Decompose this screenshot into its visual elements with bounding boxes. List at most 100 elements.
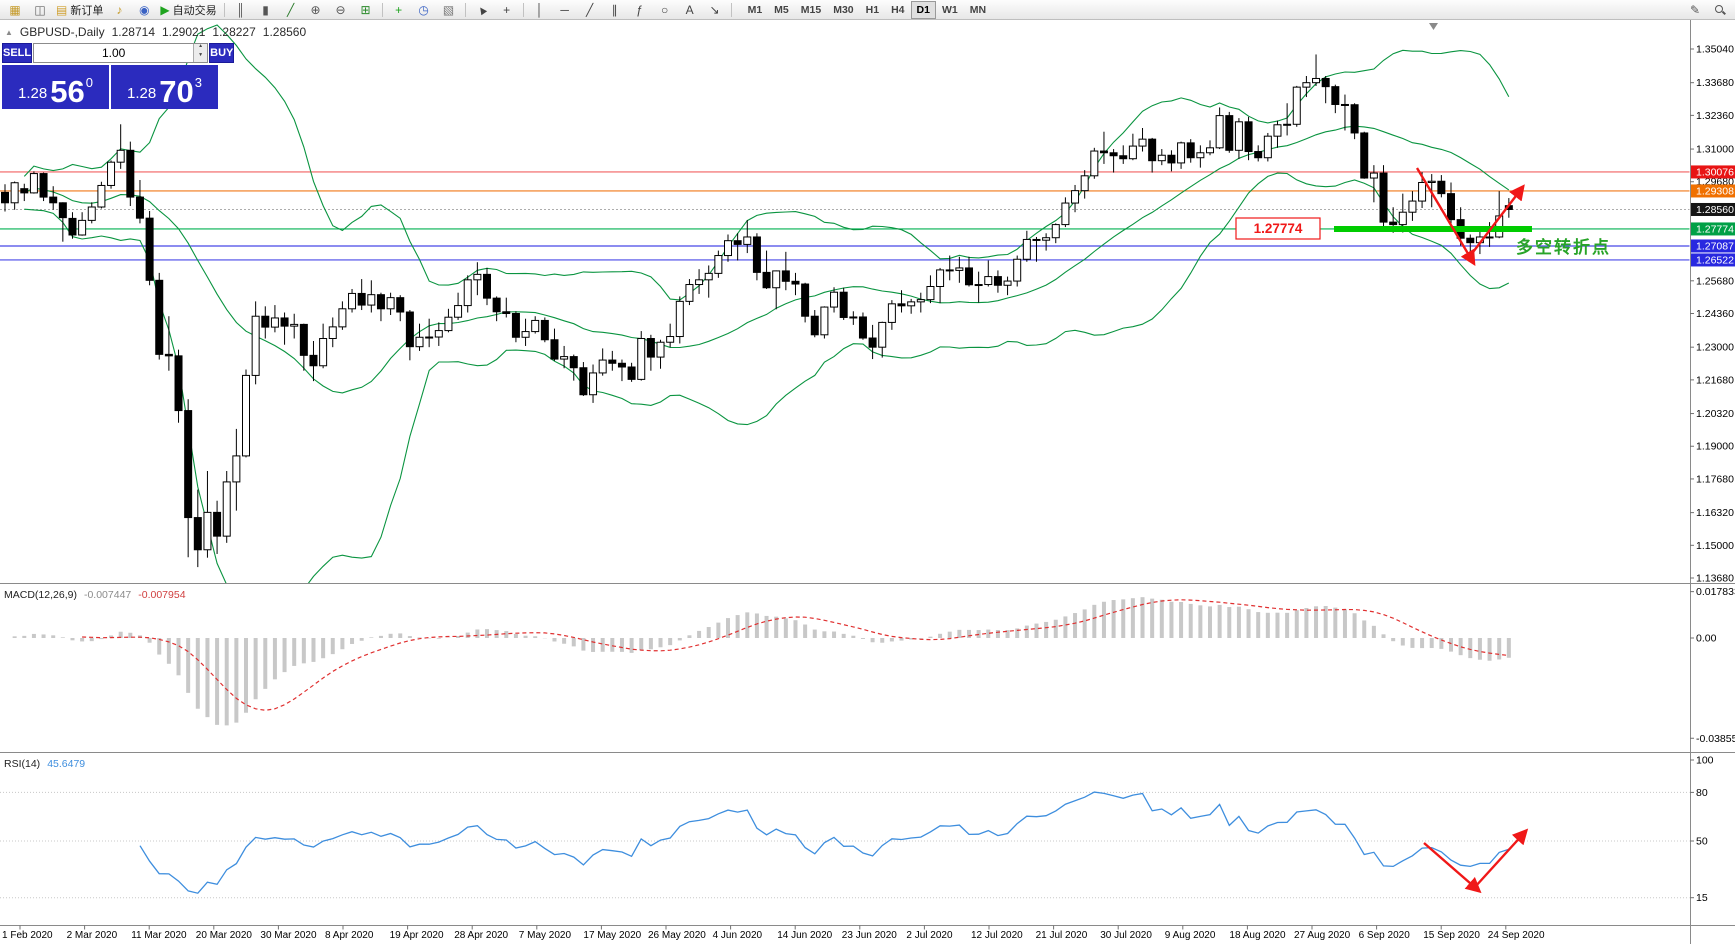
zoom-in-icon[interactable]: ⊕ <box>304 1 328 19</box>
candle-body <box>1186 142 1195 159</box>
candle-body <box>926 286 935 301</box>
price-marker-label: 1.26522 <box>1696 254 1734 266</box>
timeframe-w1[interactable]: W1 <box>941 3 958 16</box>
timeframe-m15[interactable]: M15 <box>800 3 822 16</box>
zoom-in-icon: ⊕ <box>310 2 321 17</box>
sell-price-display[interactable]: 1.28 56 0 <box>2 65 109 109</box>
alerts-icon[interactable]: ♪ <box>107 1 131 19</box>
candle-body <box>1206 147 1214 154</box>
timeframe-h4[interactable]: H4 <box>891 3 905 16</box>
buy-price-display[interactable]: 1.28 70 3 <box>111 65 218 109</box>
candle-body <box>328 326 337 340</box>
turning-point-label[interactable]: 多空转折点 <box>1516 237 1611 257</box>
candle-body <box>1360 132 1369 179</box>
volume-down-button[interactable]: ▼ <box>194 53 208 62</box>
channel-icon: ∥ <box>611 2 618 17</box>
candle-body <box>1350 104 1359 134</box>
candle-body <box>1215 115 1224 149</box>
timeframe-m30[interactable]: M30 <box>833 3 854 16</box>
vertical-line-icon[interactable]: │ <box>528 1 552 19</box>
volume-input[interactable] <box>34 44 194 62</box>
arrow-tool-icon[interactable]: ↘ <box>703 1 727 19</box>
candle-body <box>791 280 800 285</box>
add-indicator-icon[interactable]: + <box>387 1 411 19</box>
candle-body <box>338 308 347 328</box>
date-label: 12 Jul 2020 <box>971 930 1023 941</box>
price-tick-label: 1.31000 <box>1696 144 1734 156</box>
price-marker[interactable] <box>1691 165 1735 179</box>
candle-body <box>724 240 732 257</box>
price-marker-label: 1.28560 <box>1696 204 1734 216</box>
text-tool-icon[interactable]: A <box>678 1 702 19</box>
rsi-trend-arrow[interactable] <box>1423 842 1482 894</box>
tile-windows-icon[interactable]: ⊞ <box>354 1 378 19</box>
price-marker-label: 1.27087 <box>1696 240 1734 252</box>
channel-icon[interactable]: ∥ <box>603 1 627 19</box>
profiles-icon[interactable]: ◫ <box>28 1 52 19</box>
crosshair-icon[interactable]: + <box>495 1 519 19</box>
timeframe-m1[interactable]: M1 <box>747 3 763 16</box>
metaquotes-icon[interactable]: ◉ <box>132 1 156 19</box>
date-label: 7 May 2020 <box>519 930 572 941</box>
date-label: 18 Aug 2020 <box>1229 930 1286 941</box>
price-marker[interactable] <box>1691 253 1735 267</box>
price-tick-label: 1.21680 <box>1696 374 1734 386</box>
date-label: 26 May 2020 <box>648 930 706 941</box>
price-marker[interactable] <box>1691 184 1735 198</box>
fibonacci-icon[interactable]: ƒ <box>628 1 652 19</box>
search-icon[interactable] <box>1708 1 1732 19</box>
bar-chart-type-icon: ║ <box>236 2 245 17</box>
timeframe-d1[interactable]: D1 <box>910 0 936 19</box>
candle-body <box>830 291 839 308</box>
chart-shift-marker[interactable] <box>1429 23 1438 30</box>
price-marker[interactable] <box>1691 222 1735 236</box>
zoom-out-icon[interactable]: ⊖ <box>329 1 353 19</box>
shapes-icon[interactable]: ○ <box>653 1 677 19</box>
new-order-button-label: 新订单 <box>70 4 104 17</box>
trendline-icon[interactable]: ╱ <box>578 1 602 19</box>
timeframe-m5[interactable]: M5 <box>774 3 789 16</box>
volume-up-button[interactable]: ▲ <box>194 44 208 53</box>
autotrading-button[interactable]: ▶ 自动交易 <box>157 1 219 19</box>
candle-body <box>280 317 289 327</box>
trend-arrow[interactable] <box>1415 167 1476 267</box>
macd-indicator-label: MACD(12,26,9) -0.007447 -0.007954 <box>4 589 186 601</box>
new-order-button[interactable]: ▤ 新订单 <box>53 1 106 19</box>
sell-button[interactable]: SELL <box>2 43 33 63</box>
candle-body <box>1244 121 1253 153</box>
buy-button[interactable]: BUY <box>209 43 235 63</box>
candle-chart-type-icon[interactable]: ▮ <box>254 1 278 19</box>
horizontal-line-icon[interactable]: ─ <box>553 1 577 19</box>
edit-icon[interactable]: ✎ <box>1683 1 1707 19</box>
candle-body <box>87 206 96 221</box>
candle-body <box>1234 121 1243 151</box>
candle-body <box>20 188 29 194</box>
candle-body <box>242 374 250 457</box>
timeframe-mn[interactable]: MN <box>969 3 987 16</box>
price-tick-label: 1.33680 <box>1696 77 1734 89</box>
template-icon[interactable]: ▧ <box>437 1 461 19</box>
price-tick-label: 1.19000 <box>1696 441 1734 453</box>
trend-arrow[interactable] <box>1469 184 1525 257</box>
candle-body <box>1340 103 1349 106</box>
rsi-trend-arrow[interactable] <box>1474 828 1529 888</box>
price-tick-label: 1.23000 <box>1696 342 1734 354</box>
price-callout-box[interactable] <box>1235 217 1321 240</box>
candle-body <box>1080 175 1089 192</box>
oneclick-collapse-icon[interactable]: ▲ <box>5 27 13 37</box>
price-marker-label: 1.27774 <box>1696 223 1734 235</box>
rsi-line <box>139 791 1510 894</box>
periods-icon[interactable]: ◷ <box>412 1 436 19</box>
price-tick-label: 1.24360 <box>1696 308 1734 320</box>
candle-body <box>695 279 704 286</box>
candle-body <box>965 267 973 286</box>
candle-body <box>887 303 896 323</box>
bar-chart-type-icon[interactable]: ║ <box>229 1 253 19</box>
line-chart-type-icon[interactable]: ╱ <box>279 1 303 19</box>
new-chart-icon[interactable]: ▦ <box>3 1 27 19</box>
timeframe-h1[interactable]: H1 <box>865 3 880 16</box>
price-marker[interactable] <box>1691 202 1735 216</box>
cursor-icon[interactable]: ▲ <box>470 0 494 18</box>
price-marker[interactable] <box>1691 239 1735 253</box>
